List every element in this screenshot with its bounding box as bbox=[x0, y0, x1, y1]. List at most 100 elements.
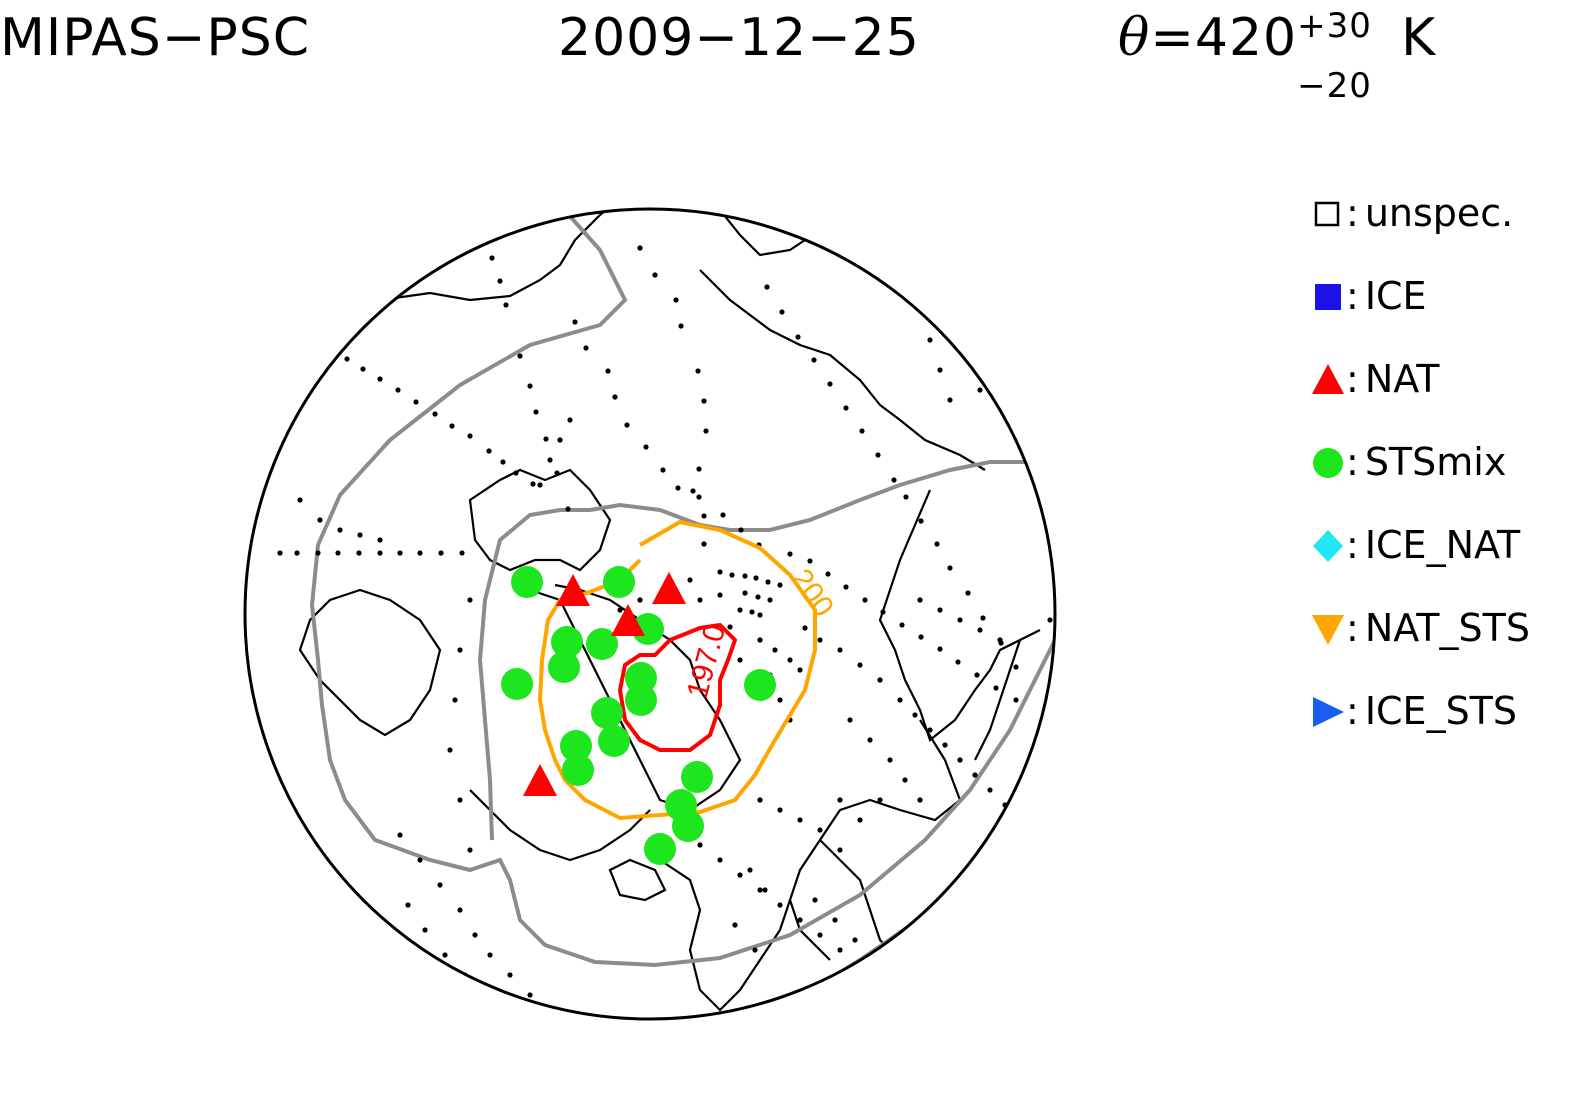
coastline-eurasia-north bbox=[329, 209, 1055, 302]
measurement-dot bbox=[912, 712, 918, 718]
legend-symbol-square-icon bbox=[1315, 284, 1341, 310]
measurement-dot bbox=[660, 467, 666, 473]
measurement-dot bbox=[797, 817, 803, 823]
measurement-dot bbox=[757, 612, 763, 618]
measurement-dot bbox=[843, 584, 849, 590]
measurement-dot bbox=[1157, 697, 1162, 702]
measurement-dot bbox=[779, 309, 785, 315]
coastline-hudson bbox=[298, 588, 442, 737]
legend-label: ICE_NAT bbox=[1364, 523, 1521, 567]
measurement-dot bbox=[1037, 797, 1043, 803]
measurement-dot bbox=[957, 617, 963, 623]
measurement-dot bbox=[1032, 832, 1038, 838]
measurement-dot bbox=[432, 411, 438, 417]
coastline-iceland bbox=[608, 858, 667, 902]
coastline-canadian-archipelago bbox=[468, 468, 612, 572]
measurement-dot bbox=[997, 367, 1003, 373]
measurement-dot bbox=[937, 607, 943, 613]
stsmix-marker bbox=[551, 626, 583, 658]
stsmix-marker bbox=[501, 668, 533, 700]
legend-symbol-circle-icon bbox=[1313, 448, 1343, 478]
measurement-dot bbox=[701, 541, 707, 547]
measurement-dot bbox=[802, 625, 808, 631]
measurement-dot bbox=[675, 485, 681, 491]
coastline-canada bbox=[788, 719, 962, 961]
measurement-dot bbox=[997, 637, 1003, 643]
measurement-dot bbox=[1057, 587, 1062, 592]
measurement-dot bbox=[637, 245, 643, 251]
measurement-dot bbox=[1077, 912, 1082, 917]
measurement-dot bbox=[817, 932, 823, 938]
measurement-dot bbox=[957, 327, 963, 333]
measurement-dot bbox=[891, 477, 897, 483]
theta-minus: −20 bbox=[1297, 66, 1372, 106]
measurement-dot bbox=[857, 662, 863, 668]
measurement-dot bbox=[1077, 877, 1082, 882]
stsmix-marker bbox=[560, 730, 592, 762]
measurement-dot bbox=[360, 366, 366, 372]
measurement-dot bbox=[747, 867, 753, 873]
legend-label: STSmix bbox=[1364, 440, 1507, 484]
measurement-dot bbox=[749, 609, 755, 615]
measurement-dot bbox=[757, 887, 763, 893]
measurement-dot bbox=[557, 437, 563, 443]
measurement-dot bbox=[337, 527, 343, 533]
legend-separator: : bbox=[1346, 357, 1359, 401]
measurement-dot bbox=[777, 582, 783, 588]
coastline-novaya bbox=[974, 639, 1022, 761]
measurement-dot bbox=[1082, 757, 1087, 762]
measurement-dot bbox=[902, 777, 908, 783]
vortex-edge-contour bbox=[309, 209, 1055, 968]
measurement-dot bbox=[817, 637, 823, 643]
measurement-dot bbox=[333, 346, 339, 352]
measurement-dot bbox=[654, 132, 659, 137]
measurement-dot bbox=[1152, 717, 1157, 722]
measurement-dot bbox=[847, 717, 853, 723]
stsmix-marker bbox=[603, 566, 635, 598]
nat-marker bbox=[611, 604, 645, 636]
measurement-dot bbox=[696, 494, 702, 500]
measurement-dot bbox=[947, 565, 953, 571]
legend-label: NAT bbox=[1364, 357, 1440, 401]
measurement-dot bbox=[1057, 857, 1062, 862]
measurement-dot bbox=[467, 433, 473, 439]
measurement-dot bbox=[1062, 862, 1067, 867]
measurement-dot bbox=[987, 337, 993, 343]
measurement-dot bbox=[817, 827, 823, 833]
measurement-dot bbox=[696, 466, 702, 472]
measurement-dot bbox=[701, 513, 707, 519]
legend-symbol-triangle-down-icon bbox=[1312, 615, 1344, 645]
measurement-dot bbox=[1167, 687, 1172, 692]
legend-item-unspec: : unspec. bbox=[1310, 188, 1513, 238]
measurement-dot bbox=[503, 302, 509, 308]
nat-marker bbox=[523, 764, 557, 796]
measurement-dot bbox=[717, 569, 723, 575]
contour-label-200: 200 bbox=[784, 563, 840, 623]
measurement-dot bbox=[537, 482, 543, 488]
measurement-dot bbox=[972, 772, 978, 778]
measurement-dot bbox=[422, 927, 428, 933]
measurement-dot bbox=[1147, 597, 1152, 602]
measurement-dot bbox=[1137, 867, 1142, 872]
measurement-dot bbox=[787, 551, 793, 557]
measurement-dot bbox=[452, 697, 458, 703]
measurement-dot bbox=[703, 428, 709, 434]
measurement-dot bbox=[947, 397, 953, 403]
measurement-dot bbox=[757, 797, 763, 803]
measurement-dot bbox=[1216, 546, 1221, 551]
legend-symbol-diamond-icon bbox=[1313, 530, 1343, 562]
measurement-dot bbox=[918, 634, 924, 640]
measurement-dot bbox=[977, 627, 983, 633]
theta-plus: +30 bbox=[1297, 6, 1372, 46]
measurement-dot bbox=[1047, 617, 1053, 623]
measurement-dot bbox=[697, 597, 703, 603]
measurement-dot bbox=[500, 459, 506, 465]
measurement-dot bbox=[1037, 882, 1043, 888]
measurement-dot bbox=[877, 797, 883, 803]
measurement-dot bbox=[1070, 272, 1075, 277]
coastline-greenland-east bbox=[469, 789, 651, 862]
legend-item-nat-sts: : NAT_STS bbox=[1310, 603, 1530, 653]
measurement-dot bbox=[927, 727, 933, 733]
measurement-dot bbox=[572, 319, 578, 325]
